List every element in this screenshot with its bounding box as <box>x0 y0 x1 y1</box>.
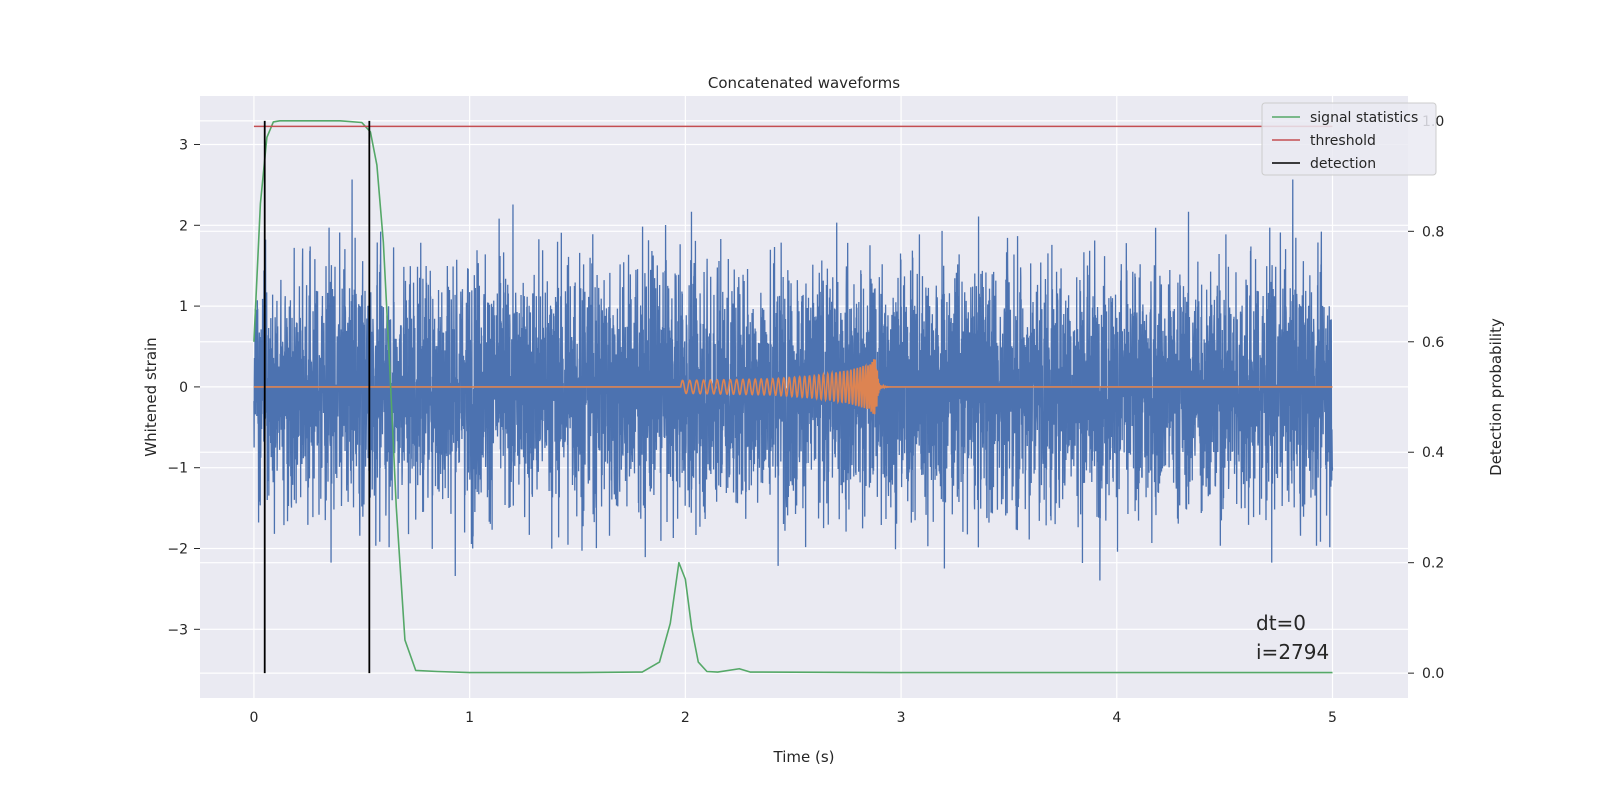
legend-label-signal-statistics: signal statistics <box>1310 110 1418 126</box>
y-tick-label: 1 <box>179 299 188 315</box>
x-tick-label: 3 <box>897 710 906 726</box>
y-axis-label: Whitened strain <box>142 337 160 456</box>
legend: signal statistics threshold detection <box>1261 102 1437 176</box>
x-tick-label: 4 <box>1112 710 1121 726</box>
y2-tick-label: 0.4 <box>1422 445 1444 461</box>
series-noise <box>253 179 1334 581</box>
series-signal-statistics <box>253 120 1333 674</box>
y-tick-label: 2 <box>179 218 188 234</box>
y-tick-label: 3 <box>179 137 188 153</box>
y-tick-label: 0 <box>179 380 188 396</box>
x-tick-label: 0 <box>249 710 258 726</box>
chart-title: Concatenated waveforms <box>708 74 900 92</box>
x-tick-label: 2 <box>681 710 690 726</box>
y2-tick-label: 0.8 <box>1422 224 1444 240</box>
y2-tick-label: 0.0 <box>1422 666 1444 682</box>
y2-axis-label: Detection probability <box>1487 318 1505 476</box>
y2-tick-label: 0.2 <box>1422 556 1444 572</box>
y-tick-label: −2 <box>167 542 188 558</box>
annotation-dt: dt=0 <box>1256 611 1306 635</box>
legend-label-threshold: threshold <box>1310 133 1376 149</box>
data-layer <box>253 120 1334 674</box>
legend-label-detection: detection <box>1310 156 1376 172</box>
series-waveform <box>253 359 1333 415</box>
x-axis-label: Time (s) <box>773 748 835 766</box>
x-tick-label: 1 <box>465 710 474 726</box>
y-tick-label: −1 <box>167 461 188 477</box>
x-tick-label: 5 <box>1328 710 1337 726</box>
legend-box <box>1261 102 1437 176</box>
y2-tick-label: 0.6 <box>1422 335 1444 351</box>
annotation-index: i=2794 <box>1256 640 1329 664</box>
y-tick-label: −3 <box>167 622 188 638</box>
